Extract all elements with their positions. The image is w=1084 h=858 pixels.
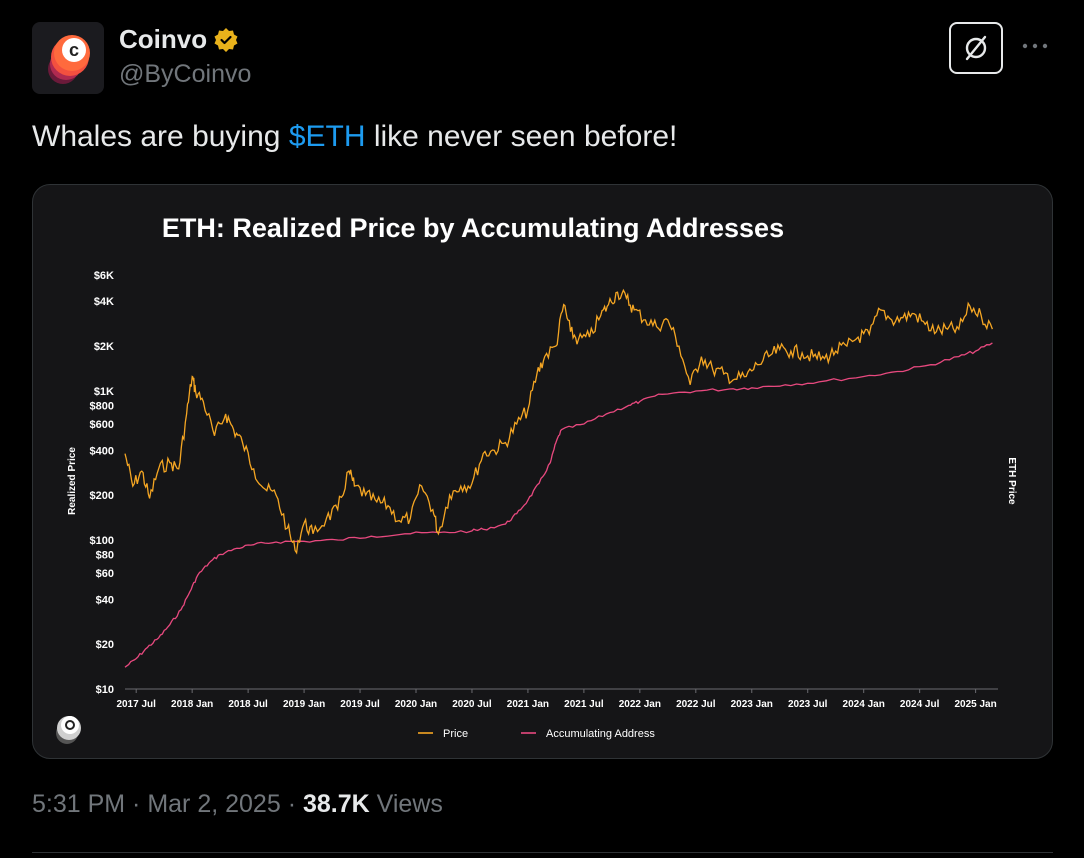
x-tick-label: 2022 Jul [676, 699, 716, 710]
x-tick-label: 2020 Jan [395, 699, 437, 710]
y-axis-label: Realized Price [67, 447, 78, 515]
y2-axis-label: ETH Price [1006, 457, 1017, 505]
svg-text:c: c [69, 40, 79, 60]
verified-badge-icon [214, 27, 238, 52]
x-tick-label: 2017 Jul [116, 699, 156, 710]
y-tick-label: $2K [94, 341, 114, 353]
x-tick-label: 2022 Jan [619, 699, 661, 710]
y-tick-label: $4K [94, 296, 114, 308]
y-tick-label: $200 [90, 490, 114, 502]
tweet-media-image[interactable]: ETH: Realized Price by Accumulating Addr… [32, 184, 1053, 759]
grok-icon [965, 35, 987, 61]
more-horizontal-icon [1022, 43, 1048, 49]
x-tick-label: 2020 Jul [452, 699, 492, 710]
y-tick-label: $400 [90, 445, 114, 457]
y-tick-label: $20 [96, 639, 114, 651]
y-tick-label: $60 [96, 568, 114, 580]
tweet-time[interactable]: 5:31 PM [32, 790, 126, 818]
accumulating-address-line [124, 342, 993, 668]
coinvo-watermark-icon [56, 716, 81, 744]
y-tick-label: $1K [94, 386, 114, 398]
y-tick-label: $100 [90, 535, 114, 547]
x-tick-label: 2023 Jul [788, 699, 828, 710]
author-name[interactable]: Coinvo [119, 24, 208, 54]
tweet-text: Whales are buying $ETH like never seen b… [32, 120, 677, 154]
meta-separator: · [125, 790, 148, 818]
y-tick-label: $40 [96, 594, 114, 606]
x-tick-label: 2018 Jul [228, 699, 268, 710]
x-tick-label: 2019 Jul [340, 699, 380, 710]
price-line [124, 288, 994, 555]
x-tick-label: 2021 Jan [507, 699, 549, 710]
y-tick-label: $800 [90, 400, 114, 412]
coinvo-logo-icon: c [48, 35, 90, 84]
meta-separator: · [280, 790, 303, 818]
x-tick-label: 2018 Jan [171, 699, 213, 710]
x-tick-label: 2024 Jul [900, 699, 940, 710]
views-label: Views [369, 790, 443, 818]
more-options-button[interactable] [1020, 36, 1050, 56]
x-tick-label: 2021 Jul [564, 699, 604, 710]
x-tick-label: 2019 Jan [283, 699, 325, 710]
tweet-text-end: like never seen before! [365, 120, 678, 153]
legend-accumulating-label: Accumulating Address [546, 728, 655, 740]
eth-realized-price-chart: ETH: Realized Price by Accumulating Addr… [56, 213, 1017, 744]
legend-price-label: Price [443, 728, 468, 740]
tweet-date[interactable]: Mar 2, 2025 [147, 790, 281, 818]
y-tick-label: $600 [90, 419, 114, 431]
chart-title: ETH: Realized Price by Accumulating Addr… [162, 213, 784, 243]
y-tick-label: $10 [96, 684, 114, 696]
x-tick-label: 2025 Jan [954, 699, 996, 710]
author-avatar[interactable]: c [32, 22, 104, 94]
cashtag-link[interactable]: $ETH [288, 120, 366, 153]
x-tick-label: 2023 Jan [731, 699, 773, 710]
grok-button[interactable] [949, 22, 1003, 74]
tweet-text-start: Whales are buying [32, 120, 289, 153]
x-tick-label: 2024 Jan [843, 699, 885, 710]
y-tick-label: $80 [96, 549, 114, 561]
bottom-divider [32, 852, 1053, 853]
author-handle[interactable]: @ByCoinvo [119, 60, 252, 88]
chart-legend: Price Accumulating Address [418, 728, 655, 740]
tweet-meta: 5:31 PM · Mar 2, 2025 · 38.7K Views [32, 790, 443, 819]
views-count: 38.7K [302, 790, 370, 818]
author-name-row: Coinvo [119, 24, 239, 55]
y-tick-label: $6K [94, 270, 114, 282]
